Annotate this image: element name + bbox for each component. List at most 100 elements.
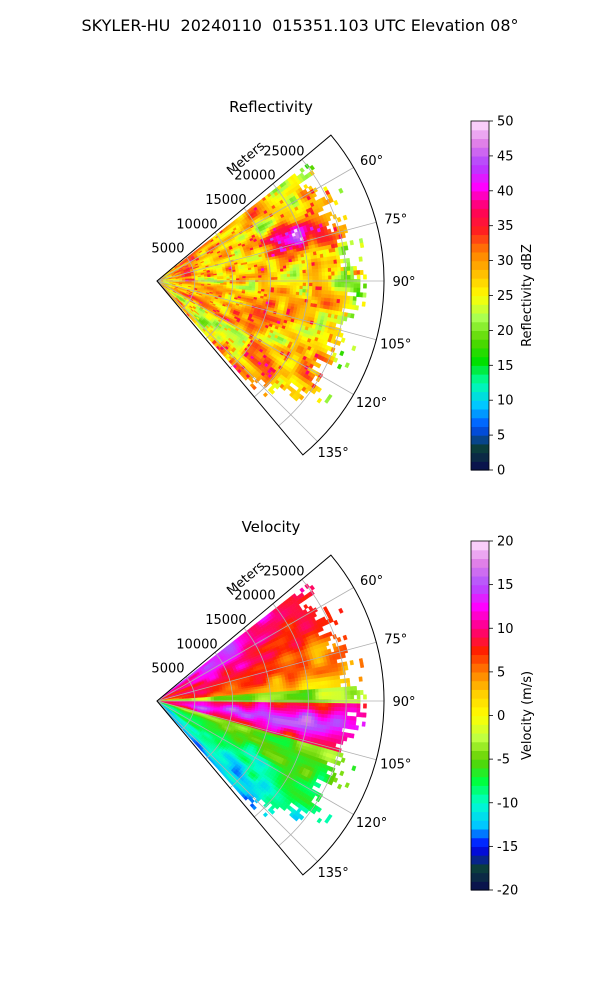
radar-cell: [330, 267, 335, 273]
radial-tick-label: 5000: [151, 242, 184, 257]
radar-cell: [242, 276, 247, 279]
colorbar-segment: [471, 243, 489, 253]
radar-cell: [347, 274, 351, 280]
radar-cell: [318, 206, 324, 212]
radar-cell: [283, 271, 288, 275]
radar-cell: [303, 603, 309, 610]
radar-cell: [346, 287, 351, 293]
colorbar-segment: [471, 347, 489, 358]
radial-tick-label: 10000: [176, 217, 217, 232]
radar-cell: [296, 273, 301, 277]
radar-cell: [288, 261, 293, 266]
colorbar-segment: [471, 129, 489, 140]
radar-cell: [293, 282, 297, 287]
radar-cell: [333, 199, 339, 206]
colorbar-segment: [471, 452, 489, 462]
radar-cell: [302, 276, 307, 280]
radar-cell: [236, 278, 240, 281]
radar-cell: [299, 288, 304, 293]
colorbar-tick-label: 10: [497, 394, 514, 409]
radar-cell: [308, 265, 313, 270]
radar-cell: [324, 290, 329, 295]
radar-cell: [349, 266, 354, 272]
radar-cell: [283, 268, 288, 272]
radar-cell: [312, 286, 316, 291]
radar-cell: [258, 275, 262, 279]
radar-cell: [316, 397, 323, 404]
colorbar-tick-label: 20: [497, 324, 514, 339]
colorbar-tick-label: 5: [497, 429, 505, 444]
radar-cell: [280, 276, 285, 281]
radar-cell: [242, 278, 246, 281]
radar-cell: [353, 265, 358, 271]
radar-cell: [283, 273, 288, 278]
radar-cell: [330, 298, 335, 303]
colorbar-segment: [471, 330, 489, 340]
radar-cell: [353, 279, 358, 284]
radar-cell: [337, 271, 342, 276]
radar-cell: [311, 192, 318, 198]
radar-cell: [277, 284, 281, 289]
radar-cell: [273, 284, 278, 289]
radar-cell: [336, 636, 342, 643]
radar-cell: [264, 286, 269, 290]
radar-cell: [317, 293, 322, 298]
radar-cell: [359, 242, 365, 249]
radar-cell: [358, 256, 363, 262]
radar-cell: [338, 187, 344, 194]
radar-cell: [308, 272, 313, 277]
radar-cell: [343, 316, 348, 322]
radar-cell: [317, 261, 322, 266]
radar-cell: [289, 285, 294, 289]
radar-cell: [337, 275, 342, 280]
radar-cell: [314, 261, 319, 267]
radar-cell: [308, 289, 313, 294]
radar-cell: [342, 214, 348, 221]
radar-cell: [340, 275, 345, 280]
colorbar-label: Reflectivity dBZ: [520, 244, 535, 347]
colorbar-segment: [471, 147, 489, 157]
radar-cell: [305, 285, 310, 290]
radar-cell: [295, 263, 300, 268]
radar-cell: [264, 272, 269, 276]
radar-cell: [327, 290, 332, 295]
radar-cell: [327, 294, 332, 299]
radar-cell: [302, 272, 307, 277]
radar-cell: [299, 276, 304, 281]
radar-cell: [296, 276, 301, 280]
radar-cell: [337, 291, 342, 296]
radar-cell: [318, 279, 323, 284]
colorbar-segment: [471, 435, 489, 445]
radar-cell: [286, 288, 291, 292]
colorbar-tick-label: 50: [497, 115, 514, 130]
radar-cell: [309, 164, 315, 171]
radar-cell: [321, 264, 326, 270]
colorbar-segment: [471, 356, 489, 366]
radar-cell: [277, 274, 281, 278]
radar-cell: [299, 269, 304, 274]
colorbar-segment: [471, 391, 489, 401]
radar-cell: [302, 282, 307, 287]
radar-cell: [283, 282, 288, 286]
radar-cell: [264, 274, 269, 278]
radar-cell: [248, 275, 253, 279]
radar-cell: [305, 289, 310, 294]
radar-cell: [356, 283, 361, 289]
radar-cell: [315, 289, 319, 294]
radar-cell: [333, 294, 338, 300]
radar-cell: [321, 275, 326, 280]
radar-cell: [270, 269, 275, 273]
radar-cell: [301, 298, 306, 303]
radar-cell: [303, 183, 309, 190]
radar-cell: [358, 238, 364, 244]
radar-cell: [352, 300, 357, 306]
radar-cell: [318, 286, 323, 291]
radar-cell: [328, 282, 332, 288]
radar-cell: [293, 285, 297, 290]
radar-cell: [347, 270, 351, 276]
colorbar-segment: [471, 382, 489, 393]
radar-cell: [220, 278, 224, 281]
radar-cell: [296, 285, 301, 290]
